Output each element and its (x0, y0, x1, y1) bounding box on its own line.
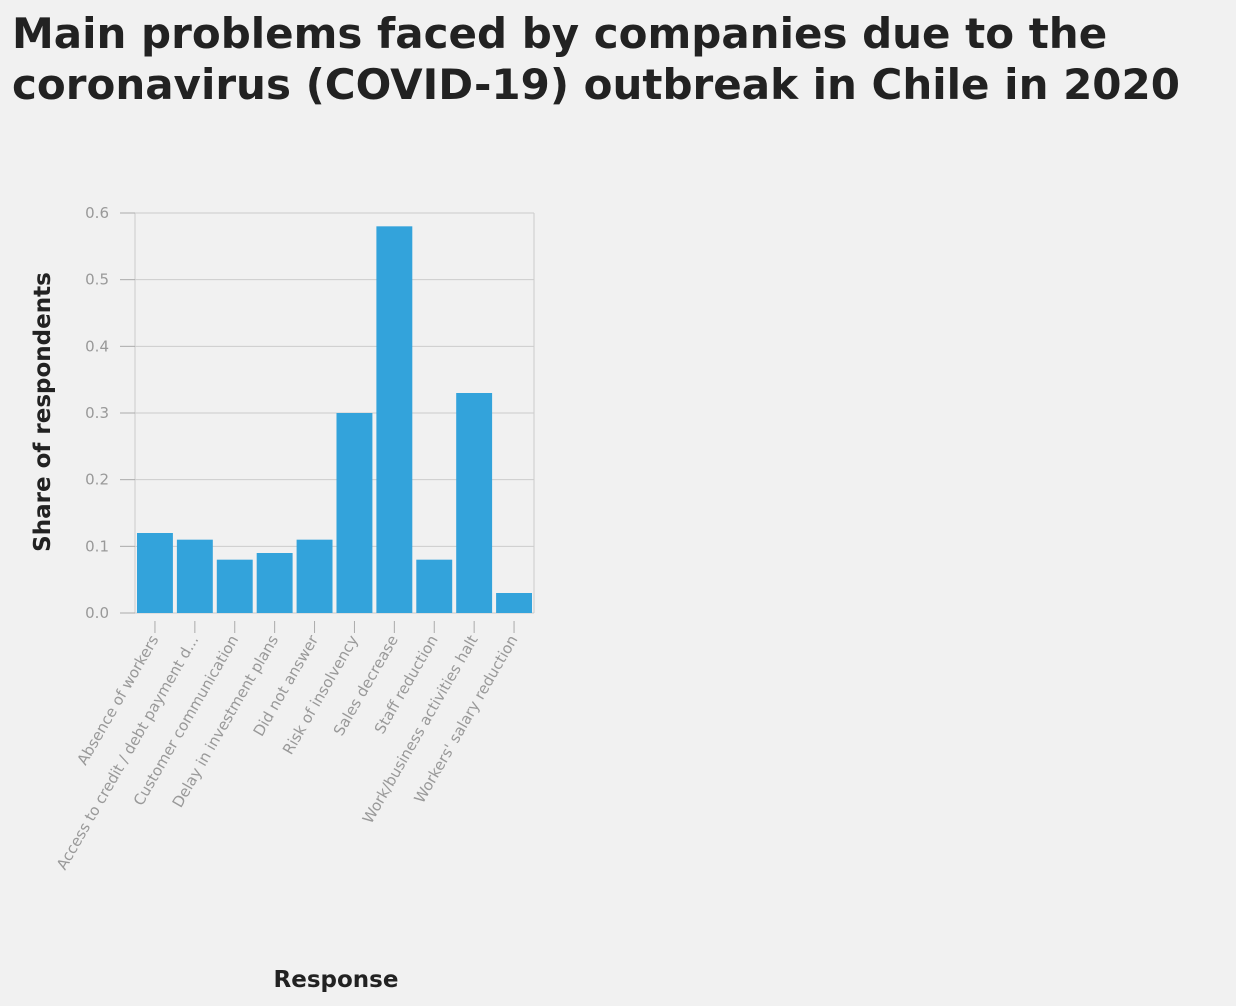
bars (136, 226, 533, 614)
x-axis-title: Response (274, 967, 399, 993)
y-tick-label: 0.2 (85, 471, 109, 489)
bar (256, 553, 293, 613)
y-tick-label: 0.5 (85, 271, 109, 289)
bar (136, 533, 173, 613)
chart-title: Main problems faced by companies due to … (12, 9, 1180, 109)
y-tick-label: 0.0 (85, 604, 109, 622)
bar (496, 593, 533, 613)
bar (296, 539, 333, 613)
bar (336, 413, 373, 613)
y-tick-label: 0.4 (85, 337, 109, 355)
y-tick-label: 0.6 (85, 204, 109, 222)
y-tick-label: 0.1 (85, 537, 109, 555)
bar (416, 559, 453, 613)
bar (376, 226, 413, 614)
bar (216, 559, 253, 613)
y-tick-label: 0.3 (85, 404, 109, 422)
bar (456, 393, 493, 613)
bar (176, 539, 213, 613)
y-axis-title: Share of respondents (30, 272, 56, 552)
